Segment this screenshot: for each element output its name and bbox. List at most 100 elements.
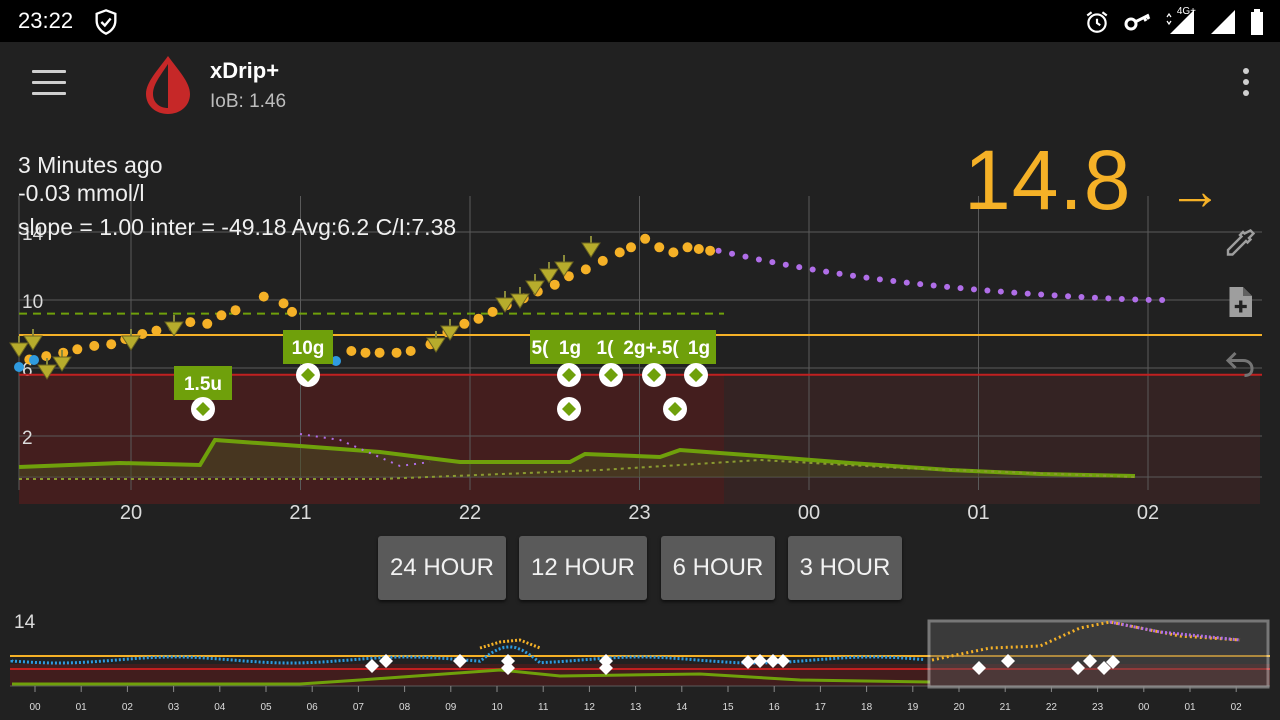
predicted-point — [863, 274, 870, 281]
treatment-marker-diamond — [562, 402, 576, 416]
range-12-hour-button[interactable]: 12 HOUR — [519, 536, 647, 600]
preview-x-tick-label: 09 — [445, 702, 457, 713]
preview-x-tick-label: 12 — [584, 702, 596, 713]
reading-point — [563, 271, 574, 282]
preview-treatment-marker — [1071, 661, 1085, 675]
reading-point — [473, 313, 484, 324]
reading-point — [360, 347, 371, 358]
status-time: 23:22 — [18, 8, 74, 33]
reading-point — [41, 351, 52, 362]
reading-point — [668, 247, 679, 258]
treatment-label-bg — [530, 330, 550, 364]
range-6-hour-button[interactable]: 6 HOUR — [661, 536, 775, 600]
calibration-marker — [121, 335, 141, 351]
insulin-curve — [299, 433, 431, 468]
treatment-label-bg — [550, 330, 590, 364]
reading-point — [597, 255, 608, 266]
preview-x-tick-label: 21 — [1000, 702, 1012, 713]
preview-x-tick-label: 15 — [722, 702, 734, 713]
calibration-marker — [554, 261, 574, 277]
reading-point — [682, 242, 693, 253]
reading-point — [202, 318, 213, 329]
predicted-point — [836, 270, 843, 277]
preview-x-tick-label: 05 — [260, 702, 272, 713]
predicted-point — [1118, 295, 1125, 302]
treatment-label: 1( — [597, 338, 615, 359]
note-add-icon[interactable] — [1222, 284, 1258, 320]
preview-x-tick-label: 23 — [1092, 702, 1104, 713]
predicted-point — [930, 282, 937, 289]
reading-point — [346, 346, 357, 356]
preview-x-tick-label: 19 — [907, 702, 919, 713]
y-tick-label: 14 — [22, 224, 44, 245]
treatment-marker-diamond — [668, 402, 682, 416]
current-bg-value: 14.8 — [964, 133, 1132, 227]
predicted-point — [823, 268, 830, 275]
preview-x-tick-label: 06 — [307, 702, 319, 713]
treatment-label: 2g+.5( — [623, 338, 679, 359]
reading-point — [459, 318, 470, 329]
preview-treatment-marker — [766, 654, 780, 668]
reading-point — [106, 339, 117, 350]
calibration-marker — [539, 268, 559, 284]
app-title: xDrip+ — [210, 58, 280, 83]
predicted-point — [782, 261, 789, 268]
preview-chart[interactable]: 14 00 01 02 03 04 05 06 07 08 09 10 11 12 13 14 15 16 17 18… — [0, 606, 1280, 720]
reading-point — [287, 306, 298, 317]
calibration-marker — [164, 321, 184, 337]
treatment-label-bg — [590, 330, 620, 364]
preview-x-tick-label: 08 — [399, 702, 411, 713]
range-24-hour-button[interactable]: 24 HOUR — [378, 536, 506, 600]
trend-arrow: → — [1168, 161, 1222, 221]
predicted-point — [755, 256, 762, 263]
predicted-point — [1091, 294, 1098, 301]
activity-curve — [18, 437, 1136, 478]
preview-y-label: 14 — [14, 612, 36, 633]
preview-treatment-marker — [1097, 661, 1111, 675]
predicted-point — [917, 281, 924, 288]
reading-point — [58, 347, 69, 358]
reading-point — [626, 242, 637, 253]
treatment-label: 1g — [688, 338, 710, 359]
eyedropper-icon[interactable] — [1222, 226, 1258, 262]
x-tick-label: 22 — [459, 502, 481, 524]
predicted-point — [890, 278, 897, 285]
reading-point — [614, 247, 625, 258]
delta-label: -0.03 mmol/l — [18, 180, 145, 206]
range-3-hour-button[interactable]: 3 HOUR — [788, 536, 902, 600]
predicted-point — [1051, 292, 1058, 299]
reading-point — [405, 346, 416, 356]
x-tick-label: 01 — [967, 502, 989, 524]
stats-label: slope = 1.00 inter = -49.18 Avg:6.2 C/I:… — [18, 214, 457, 240]
treatment-marker-diamond — [689, 368, 703, 382]
predicted-point — [1145, 296, 1152, 303]
calibration-marker — [37, 364, 57, 380]
key-icon — [1124, 13, 1151, 31]
alarm-icon — [1086, 11, 1108, 33]
treatment-label: 5( — [532, 338, 550, 359]
bg-chart[interactable]: 2 6 10 14 20 21 22 23 00 01 02 1.5u 10g 5(1g 1(2g+.5(1… — [0, 190, 1280, 530]
predicted-point — [1038, 291, 1045, 298]
treatment-label-bg — [682, 330, 716, 364]
reading-point — [693, 244, 704, 254]
x-tick-label: 21 — [289, 502, 311, 524]
menu-icon[interactable] — [32, 70, 66, 98]
battery-icon — [1251, 9, 1263, 35]
predicted-point — [809, 266, 816, 273]
reading-point — [72, 344, 83, 355]
predicted-point — [944, 283, 951, 290]
more-vert-icon[interactable] — [1242, 68, 1250, 102]
undo-icon[interactable] — [1222, 344, 1258, 380]
preview-x-tick-label: 22 — [1046, 702, 1058, 713]
calibration-marker — [510, 293, 530, 309]
network-type-label: 4G+ — [1176, 6, 1196, 17]
preview-treatment-marker — [1001, 654, 1015, 668]
preview-x-tick-label: 17 — [815, 702, 827, 713]
calibration-marker — [52, 356, 72, 372]
blood-drop-icon — [146, 56, 190, 114]
preview-x-tick-label: 03 — [168, 702, 180, 713]
x-tick-label: 00 — [798, 502, 820, 524]
treatment-label: 1.5u — [184, 374, 222, 395]
calibration-marker — [495, 297, 515, 313]
preview-treatment-marker — [365, 659, 379, 673]
